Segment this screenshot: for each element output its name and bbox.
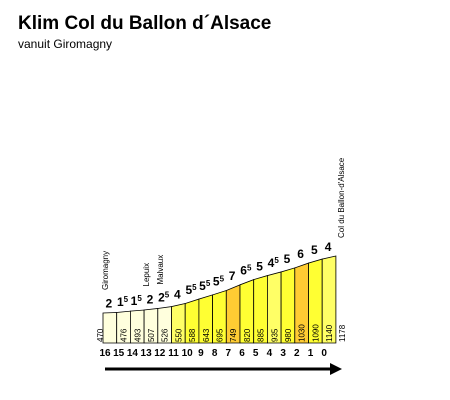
km-label: 5 <box>253 348 259 359</box>
gradient-label: 4 <box>174 288 181 302</box>
altitude-label: 980 <box>284 328 293 342</box>
km-label: 12 <box>154 348 166 359</box>
altitude-label: 588 <box>188 328 197 342</box>
altitude-label: 1030 <box>298 324 307 342</box>
altitude-label: 935 <box>270 328 279 342</box>
altitude-label: 476 <box>120 328 129 342</box>
km-label: 11 <box>168 348 179 359</box>
km-label: 7 <box>226 348 232 359</box>
gradient-main: 6 <box>240 264 247 278</box>
km-label: 2 <box>294 348 300 359</box>
altitude-label: 550 <box>174 328 183 342</box>
km-label: 8 <box>212 348 218 359</box>
altitude-label: 493 <box>133 328 142 342</box>
altitude-label: 470 <box>96 328 105 342</box>
gradient-label: 5 <box>284 252 291 266</box>
gradient-main: 2 <box>106 297 113 311</box>
km-label: 16 <box>99 348 111 359</box>
page-title: Klim Col du Ballon d´Alsace <box>18 13 272 34</box>
gradient-label: 15 <box>131 294 143 308</box>
gradient-main: 5 <box>185 283 192 297</box>
gradient-decimal: 5 <box>124 295 129 304</box>
gradient-decimal: 5 <box>274 256 279 265</box>
gradient-main: 4 <box>268 256 275 270</box>
direction-arrow-head <box>330 363 342 375</box>
km-label: 1 <box>308 348 314 359</box>
gradient-label: 2 <box>147 292 154 306</box>
gradient-label: 5 <box>311 243 318 257</box>
km-label: 14 <box>127 348 139 359</box>
gradient-main: 4 <box>174 288 181 302</box>
gradient-label: 45 <box>268 256 280 270</box>
km-label: 4 <box>267 348 273 359</box>
gradient-main: 1 <box>117 295 124 309</box>
gradient-label: 4 <box>325 240 332 254</box>
altitude-label: 1140 <box>325 324 334 342</box>
km-label: 10 <box>182 348 194 359</box>
gradient-main: 2 <box>158 291 165 305</box>
km-label: 9 <box>198 348 204 359</box>
km-label: 15 <box>113 348 125 359</box>
km-label: 0 <box>321 348 327 359</box>
gradient-main: 5 <box>213 275 220 289</box>
gradient-main: 2 <box>147 292 154 306</box>
gradient-decimal: 5 <box>247 264 252 273</box>
gradient-main: 6 <box>297 247 304 261</box>
gradient-label: 25 <box>158 291 170 305</box>
gradient-label: 2 <box>106 297 113 311</box>
gradient-main: 5 <box>284 252 291 266</box>
gradient-label: 7 <box>229 269 236 283</box>
gradient-main: 4 <box>325 240 332 254</box>
page-subtitle: vanuit Giromagny <box>18 37 113 51</box>
altitude-label: 1090 <box>311 324 320 342</box>
gradient-main: 1 <box>131 294 138 308</box>
profile-segments <box>102 255 337 344</box>
altitude-label: 695 <box>215 328 224 342</box>
gradient-main: 5 <box>311 243 318 257</box>
gradient-decimal: 5 <box>192 283 197 292</box>
km-label: 6 <box>239 348 245 359</box>
km-labels: 16 15 14 13 12 11 10 9 8 7 6 5 4 3 2 1 0 <box>99 348 327 359</box>
gradient-decimal: 5 <box>137 294 142 303</box>
gradient-main: 7 <box>229 269 236 283</box>
direction-arrow <box>105 363 342 375</box>
gradient-decimal: 5 <box>206 279 211 288</box>
gradient-label: 55 <box>185 283 197 297</box>
gradient-label: 5 <box>256 260 263 274</box>
gradient-label: 55 <box>213 275 225 289</box>
gradient-labels: 2 15 15 2 25 4 55 55 55 7 65 5 45 5 6 5 4 <box>106 240 332 311</box>
gradient-decimal: 5 <box>220 275 225 284</box>
km-label: 3 <box>280 348 286 359</box>
altitude-labels: 470 476 493 507 526 550 588 643 695 749 820 885 935 9… <box>96 324 347 342</box>
gradient-label: 55 <box>199 279 211 293</box>
gradient-label: 65 <box>240 264 252 278</box>
gradient-main: 5 <box>256 260 263 274</box>
place-label: Giromagny <box>101 251 110 290</box>
altitude-label: 749 <box>229 328 238 342</box>
gradient-label: 15 <box>117 295 129 309</box>
gradient-main: 5 <box>199 279 206 293</box>
gradient-label: 6 <box>297 247 304 261</box>
place-labels: Giromagny Lepuix Malvaux Col du Ballon-d'Al… <box>101 157 346 290</box>
altitude-label: 643 <box>202 328 211 342</box>
altitude-label: 526 <box>161 328 170 342</box>
altitude-label: 1178 <box>338 324 347 342</box>
place-label: Malvaux <box>156 255 165 285</box>
altitude-label: 507 <box>147 328 156 342</box>
altitude-label: 885 <box>257 328 266 342</box>
altitude-label: 820 <box>243 328 252 342</box>
place-label: Col du Ballon-d'Alsace <box>337 157 346 238</box>
profile-segment <box>321 255 337 344</box>
gradient-decimal: 5 <box>165 291 170 300</box>
km-label: 13 <box>141 348 153 359</box>
place-label: Lepuix <box>142 263 151 287</box>
profile-segment <box>102 312 118 344</box>
